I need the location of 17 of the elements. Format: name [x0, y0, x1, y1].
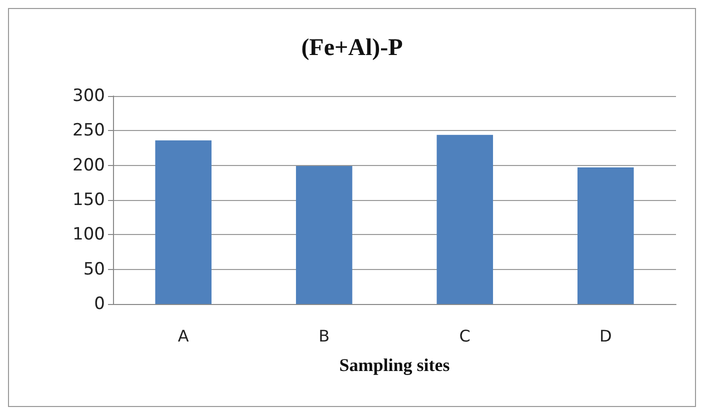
- y-tick-label: 100: [72, 224, 105, 245]
- y-tick-label: 200: [72, 155, 105, 176]
- x-tick-label: D: [599, 326, 612, 346]
- y-tick-label: 250: [72, 120, 105, 141]
- bar: [155, 140, 212, 304]
- bar: [577, 167, 634, 304]
- x-axis-title: Sampling sites: [339, 355, 450, 375]
- y-tick-label: 0: [94, 294, 105, 314]
- bar: [296, 166, 352, 304]
- y-tick-label: 150: [72, 190, 105, 210]
- x-tick-label: C: [459, 326, 470, 346]
- x-tick-label: A: [178, 326, 189, 346]
- bar: [436, 134, 494, 304]
- chart-title: (Fe+Al)-P: [301, 35, 403, 61]
- x-tick-label: B: [318, 326, 330, 346]
- y-tick-label: 300: [72, 86, 105, 106]
- y-tick-label: 50: [83, 259, 105, 280]
